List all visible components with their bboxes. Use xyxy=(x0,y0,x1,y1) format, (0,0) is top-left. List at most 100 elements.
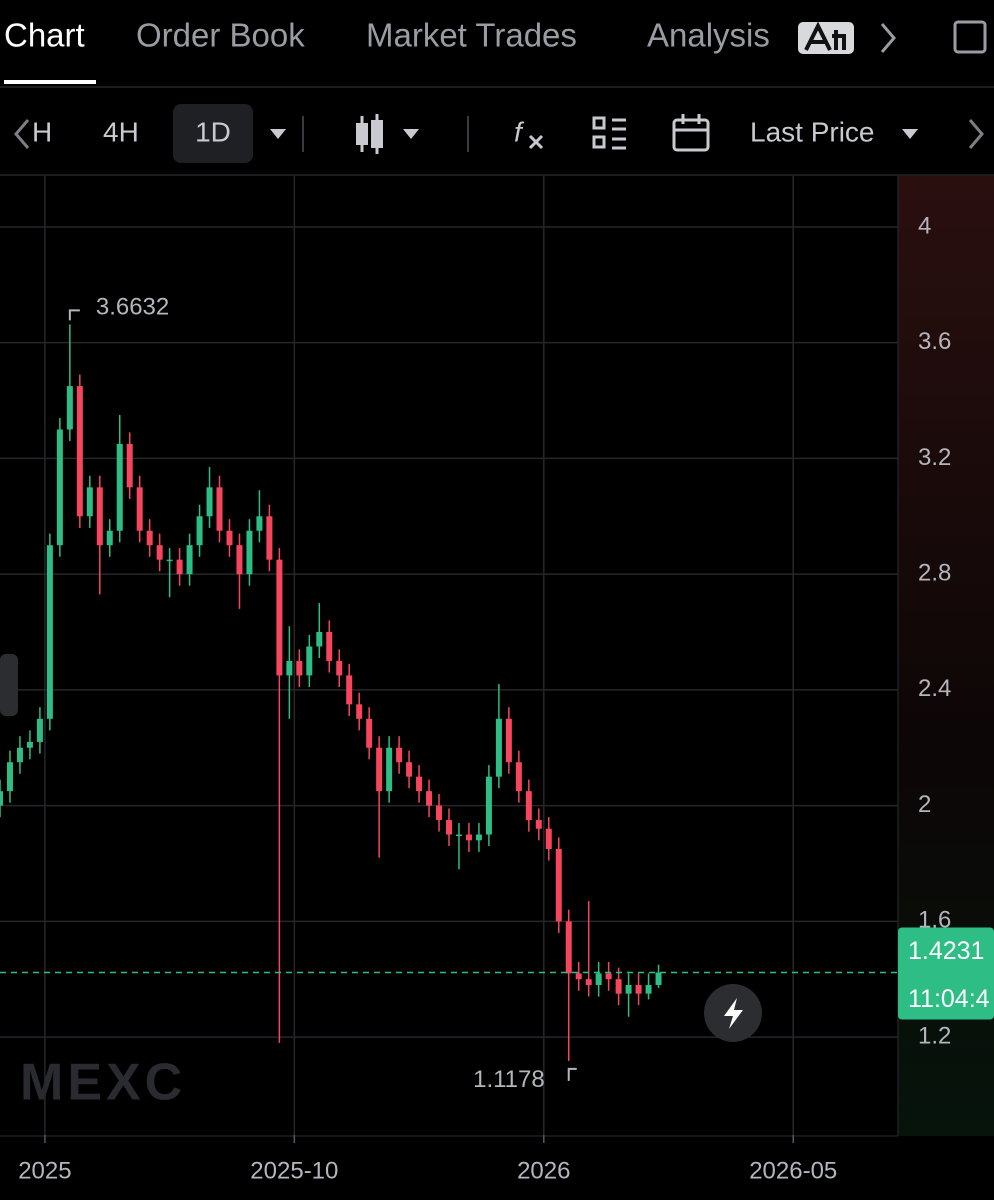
interval[interactable]: 1D xyxy=(195,116,231,147)
scroll-left[interactable] xyxy=(14,119,30,149)
candle-body xyxy=(246,530,253,575)
candle-body xyxy=(326,632,333,661)
x-tick-label: 2026 xyxy=(517,1157,570,1184)
candle-body xyxy=(236,545,243,575)
price-mode[interactable]: Last Price xyxy=(750,116,875,147)
candle-body xyxy=(206,487,213,517)
low-pointer xyxy=(567,1067,577,1081)
side-handle[interactable] xyxy=(0,654,18,716)
candle-body xyxy=(46,545,53,719)
candle-body xyxy=(156,545,163,560)
separator xyxy=(467,116,469,152)
interval-selected xyxy=(173,104,253,163)
low-label: 1.1178 xyxy=(473,1066,545,1093)
candle-body xyxy=(106,530,113,546)
ai-icon xyxy=(804,21,846,51)
dropdown[interactable] xyxy=(403,129,419,139)
tab[interactable]: Market Trades xyxy=(366,17,577,54)
candle-body xyxy=(455,834,462,837)
candle-body xyxy=(336,660,343,676)
candle-body xyxy=(16,747,23,763)
candle-type-icon[interactable] xyxy=(356,114,383,154)
candle-body xyxy=(406,762,413,777)
candle-body xyxy=(126,443,133,488)
gift-icon[interactable] xyxy=(953,20,987,54)
candle-body xyxy=(645,984,652,994)
candle-body xyxy=(605,973,612,980)
y-tick-label: 3.6 xyxy=(918,328,951,355)
candle-body xyxy=(36,718,43,742)
candle-body xyxy=(256,516,263,531)
candle-body xyxy=(535,820,542,829)
candle-body xyxy=(655,972,662,985)
indicator-icon[interactable]: f xyxy=(514,116,525,147)
high-label: 3.6632 xyxy=(96,294,169,321)
y-tick-label: 1.2 xyxy=(918,1022,951,1049)
candle-body xyxy=(595,973,602,985)
candle-body xyxy=(446,820,452,835)
divider xyxy=(0,174,994,176)
candle-body xyxy=(376,747,383,792)
candle-body xyxy=(366,718,373,748)
toolbar: H 4H 1D f Last Price xyxy=(14,104,984,163)
candle-body xyxy=(86,487,93,517)
candle-body xyxy=(296,660,303,676)
tab[interactable]: Order Book xyxy=(136,17,305,54)
interval[interactable]: H xyxy=(32,116,52,147)
tab[interactable]: Analysis xyxy=(647,17,770,54)
high-pointer xyxy=(68,309,80,321)
candle-body xyxy=(66,386,73,430)
countdown-label: 11:04:4 xyxy=(908,985,990,1013)
scroll-right[interactable] xyxy=(968,119,984,149)
y-tick-label: 3.2 xyxy=(918,444,951,471)
tab-underline xyxy=(4,80,96,84)
y-tick-label: 2.8 xyxy=(918,559,951,586)
last-price-tag xyxy=(898,927,994,1020)
candle-body xyxy=(416,776,423,792)
candle-body xyxy=(465,834,472,841)
separator xyxy=(302,116,304,152)
candle-body xyxy=(136,487,143,531)
divider xyxy=(0,86,994,88)
scroll-right[interactable] xyxy=(880,23,896,53)
candle-body xyxy=(176,559,183,575)
plot: 3.6632 1.1178 xyxy=(0,294,898,1093)
dropdown[interactable] xyxy=(270,129,286,139)
x-tick-label: 2025 xyxy=(18,1157,71,1184)
candle-body xyxy=(196,516,203,546)
candle-body xyxy=(436,805,443,821)
bolt-icon xyxy=(724,998,743,1029)
last-price-label: 1.4231 xyxy=(908,937,984,965)
candle-body xyxy=(585,979,592,985)
candle-body xyxy=(346,675,353,705)
calendar-icon[interactable] xyxy=(672,114,710,152)
grid xyxy=(0,176,898,1143)
candle-body xyxy=(615,979,622,994)
interval[interactable]: 4H xyxy=(103,116,139,147)
candle-body xyxy=(286,660,293,676)
candle-body xyxy=(386,747,393,792)
candle-body xyxy=(116,443,123,531)
y-tick-label: 2 xyxy=(918,791,931,818)
candle-body xyxy=(485,776,492,835)
candle-body xyxy=(26,741,33,748)
tab[interactable]: Chart xyxy=(4,17,85,54)
candle-body xyxy=(0,791,3,806)
x-tick-label: 2025-10 xyxy=(250,1157,338,1184)
candle-body xyxy=(565,921,572,974)
candle-body xyxy=(96,487,103,546)
candle-body xyxy=(186,545,193,575)
candle-body xyxy=(56,429,63,546)
dropdown[interactable] xyxy=(902,129,918,139)
candle-body xyxy=(216,487,223,531)
layout-icon[interactable] xyxy=(592,116,626,150)
candle-body xyxy=(495,718,502,777)
candle-body xyxy=(166,559,173,562)
candle-body xyxy=(426,791,433,806)
candle-body xyxy=(575,973,582,980)
candle-body xyxy=(635,984,642,994)
candle-body xyxy=(316,632,323,647)
tab-bar: Chart Order Book Market Trades Analysis xyxy=(4,17,987,84)
x-tick-label: 2026-05 xyxy=(749,1157,837,1184)
